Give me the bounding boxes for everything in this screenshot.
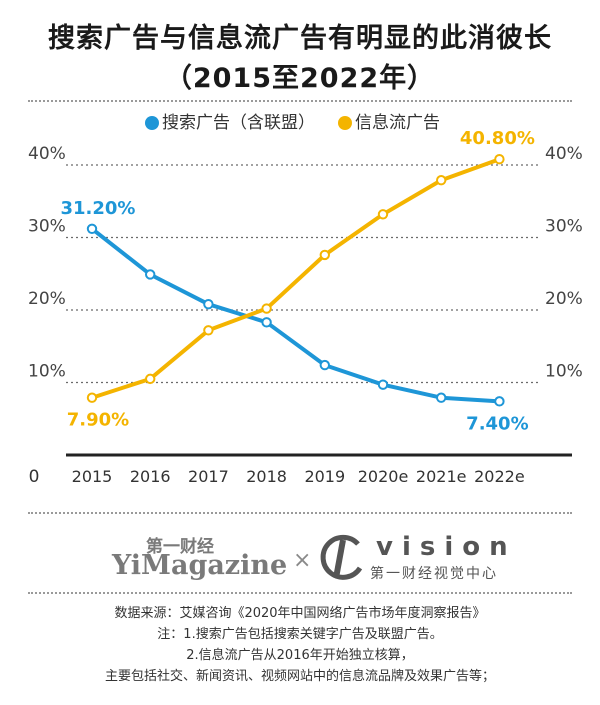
footnote-3: 主要包括社交、新闻资讯、视频网站中的信息流品牌及效果广告等； (104, 669, 495, 684)
source-note: 数据来源：艾媒咨询《2020年中国网络广告市场年度洞察报告》 (114, 606, 486, 621)
footnote-1: 注：1.搜索广告包括搜索关键字广告及联盟广告。 (157, 627, 443, 642)
chart-subtitle: （2015至2022年） (164, 63, 436, 94)
legend-marker (338, 116, 352, 130)
data-point (319, 359, 330, 371)
yimagazine-cn-logo: 第一财经 (146, 537, 214, 557)
data-point (145, 373, 156, 385)
x-tick-label: 2022e (474, 467, 525, 486)
y-tick-label-right: 20% (545, 289, 583, 309)
y-tick-label-left: 20% (28, 289, 66, 309)
data-point (261, 303, 272, 314)
x-tick-label: 2021e (416, 467, 467, 486)
data-label: 40.80% (460, 128, 535, 149)
data-point (436, 175, 447, 186)
series-line (90, 227, 500, 404)
divider-middle (28, 512, 572, 514)
chart-title: 搜索广告与信息流广告有明显的此消彼长 (48, 23, 552, 54)
x-tick-label: 2016 (130, 467, 171, 486)
data-point (203, 325, 214, 336)
data-label: 7.90% (67, 410, 129, 431)
y-tick-label-left: 10% (28, 362, 66, 382)
data-point (145, 269, 156, 280)
separator-icon: × (293, 548, 312, 573)
vision-wordmark: vision (376, 532, 517, 562)
footnote-2: 2.信息流广告从2016年开始独立核算， (186, 648, 414, 663)
y-tick-label-right: 30% (545, 217, 583, 237)
x-tick-label: 2015 (72, 467, 113, 486)
x-tick-label: 2020e (358, 467, 409, 486)
y-tick-label-right: 40% (545, 144, 583, 164)
y-tick-label-right: 10% (545, 362, 583, 382)
x-tick-label: 2017 (188, 467, 229, 486)
data-point (436, 392, 447, 403)
data-label: 31.20% (61, 198, 136, 219)
divider-bottom (28, 592, 572, 594)
data-label: 7.40% (466, 413, 528, 434)
data-point (86, 392, 98, 403)
divider-top (28, 100, 572, 102)
line-chart: 0 10% 10% 20% 20% 30% 30% 40% 40% 2015 2016 2017 201… (28, 113, 583, 487)
logo-bar: 第一财经 YiMagazine × vision 第一财经视觉中心 (0, 528, 600, 588)
legend-label: 搜索广告（含联盟） (162, 113, 315, 133)
data-point (494, 154, 505, 165)
data-point (86, 223, 98, 235)
data-point (377, 379, 389, 390)
data-point (203, 299, 214, 310)
data-point (261, 317, 272, 328)
vision-cn-wordmark: 第一财经视觉中心 (370, 566, 498, 582)
y-tick-label-left: 40% (28, 144, 66, 164)
y-tick-label: 0 (29, 467, 40, 487)
data-point (319, 249, 330, 261)
data-point (494, 396, 505, 407)
x-tick-label: 2018 (246, 467, 287, 486)
yimagazine-logo: YiMagazine (112, 550, 288, 581)
series-line (91, 157, 501, 400)
x-tick-label: 2019 (304, 467, 345, 486)
vision-logo-icon (320, 534, 363, 580)
y-tick-label-left: 30% (28, 217, 66, 237)
legend-label: 信息流广告 (355, 113, 440, 133)
data-point (377, 209, 389, 220)
legend-marker (145, 116, 159, 130)
footnotes: 数据来源：艾媒咨询《2020年中国网络广告市场年度洞察报告》 注：1.搜索广告包… (0, 603, 600, 687)
